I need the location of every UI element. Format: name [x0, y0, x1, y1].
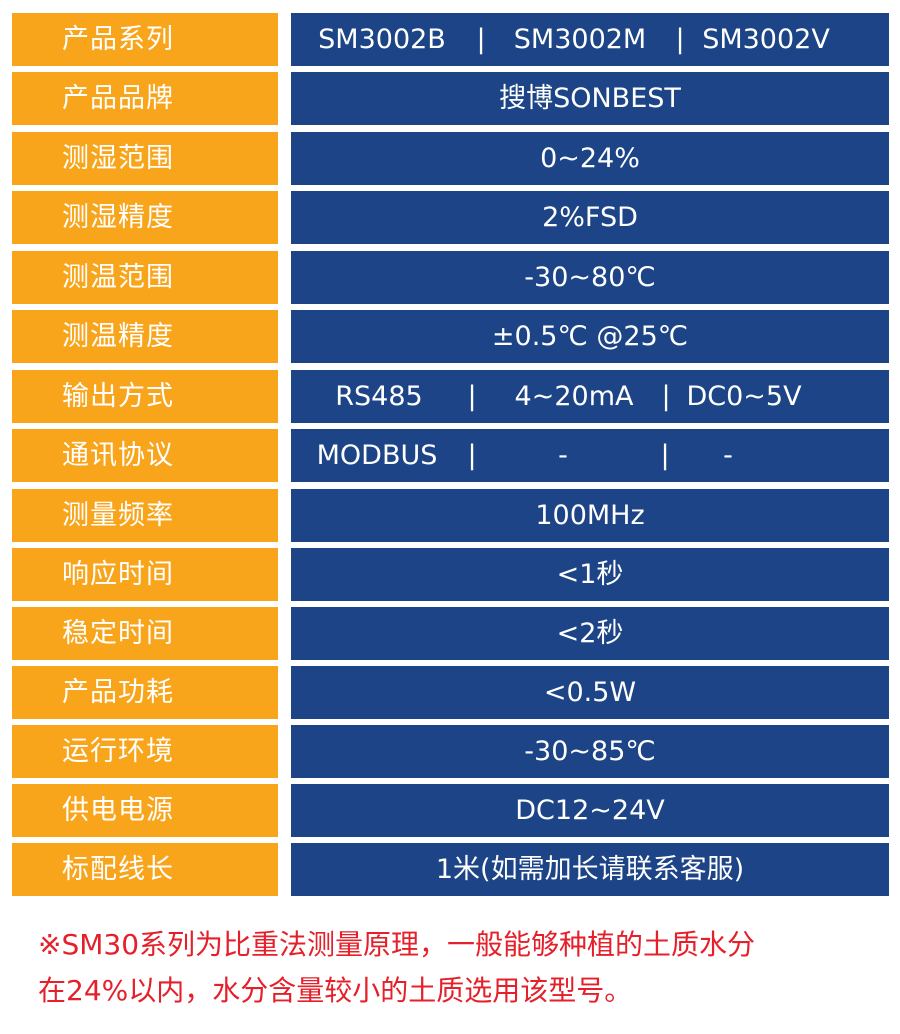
spec-label: 测湿精度	[12, 191, 278, 244]
spec-value: -30~85℃	[291, 725, 889, 778]
spec-value: <0.5W	[291, 666, 889, 719]
spec-value: DC12~24V	[291, 784, 889, 837]
spec-value-segment: -	[723, 440, 733, 471]
spec-label: 测温范围	[12, 251, 278, 304]
spec-value-cell: MODBUS | - | -	[291, 429, 889, 482]
spec-value-segment: SM3002B	[318, 24, 446, 55]
spec-row-temperature-range: 测温范围 -30~80℃	[0, 251, 900, 304]
spec-row-temperature-accuracy: 测温精度 ±0.5℃ @25℃	[0, 310, 900, 363]
spec-row-humidity-range: 测湿范围 0~24%	[0, 132, 900, 185]
note-line-1: ※SM30系列为比重法测量原理，一般能够种植的土质水分	[38, 928, 756, 961]
spec-label: 响应时间	[12, 548, 278, 601]
spec-value-segment: DC0~5V	[686, 381, 802, 412]
spec-value-divider: |	[660, 440, 670, 471]
spec-label: 通讯协议	[12, 429, 278, 482]
spec-label: 供电电源	[12, 784, 278, 837]
spec-value: <2秒	[291, 607, 889, 660]
spec-row-cable-length: 标配线长 1米(如需加长请联系客服)	[0, 843, 900, 896]
spec-value-segment: MODBUS	[316, 440, 438, 471]
spec-row-humidity-accuracy: 测湿精度 2%FSD	[0, 191, 900, 244]
spec-value: 100MHz	[291, 489, 889, 542]
spec-label: 产品功耗	[12, 666, 278, 719]
spec-label: 产品品牌	[12, 72, 278, 125]
spec-row-series: 产品系列 SM3002B | SM3002M | SM3002V	[0, 13, 900, 66]
spec-label: 输出方式	[12, 370, 278, 423]
spec-row-settling-time: 稳定时间 <2秒	[0, 607, 900, 660]
spec-label: 测湿范围	[12, 132, 278, 185]
spec-label: 运行环境	[12, 725, 278, 778]
spec-value: 0~24%	[291, 132, 889, 185]
spec-value-segment: SM3002M	[513, 24, 647, 55]
spec-row-frequency: 测量频率 100MHz	[0, 489, 900, 542]
spec-label: 稳定时间	[12, 607, 278, 660]
spec-row-response-time: 响应时间 <1秒	[0, 548, 900, 601]
note-line-2: 在24%以内，水分含量较小的土质选用该型号。	[38, 974, 633, 1007]
spec-value-divider: |	[467, 440, 477, 471]
spec-label: 产品系列	[12, 13, 278, 66]
spec-value-divider: |	[675, 24, 685, 55]
spec-row-output: 输出方式 RS485 | 4~20mA | DC0~5V	[0, 370, 900, 423]
spec-value-cell: RS485 | 4~20mA | DC0~5V	[291, 370, 889, 423]
spec-value-segment: -	[558, 440, 568, 471]
spec-value: 2%FSD	[291, 191, 889, 244]
spec-value: ±0.5℃ @25℃	[291, 310, 889, 363]
spec-label: 测量频率	[12, 489, 278, 542]
spec-value-cell: SM3002B | SM3002M | SM3002V	[291, 13, 889, 66]
spec-value: -30~80℃	[291, 251, 889, 304]
spec-row-power-supply: 供电电源 DC12~24V	[0, 784, 900, 837]
spec-row-operating-env: 运行环境 -30~85℃	[0, 725, 900, 778]
spec-row-brand: 产品品牌 搜博SONBEST	[0, 72, 900, 125]
spec-value-divider: |	[467, 381, 477, 412]
spec-row-protocol: 通讯协议 MODBUS | - | -	[0, 429, 900, 482]
spec-value: <1秒	[291, 548, 889, 601]
spec-value: 搜博SONBEST	[291, 72, 889, 125]
spec-value-segment: RS485	[335, 381, 423, 412]
spec-value-divider: |	[476, 24, 486, 55]
spec-value-segment: SM3002V	[702, 24, 830, 55]
spec-value-segment: 4~20mA	[514, 381, 634, 412]
spec-value-divider: |	[661, 381, 671, 412]
spec-label: 测温精度	[12, 310, 278, 363]
spec-label: 标配线长	[12, 843, 278, 896]
spec-row-power: 产品功耗 <0.5W	[0, 666, 900, 719]
spec-value: 1米(如需加长请联系客服)	[291, 843, 889, 896]
